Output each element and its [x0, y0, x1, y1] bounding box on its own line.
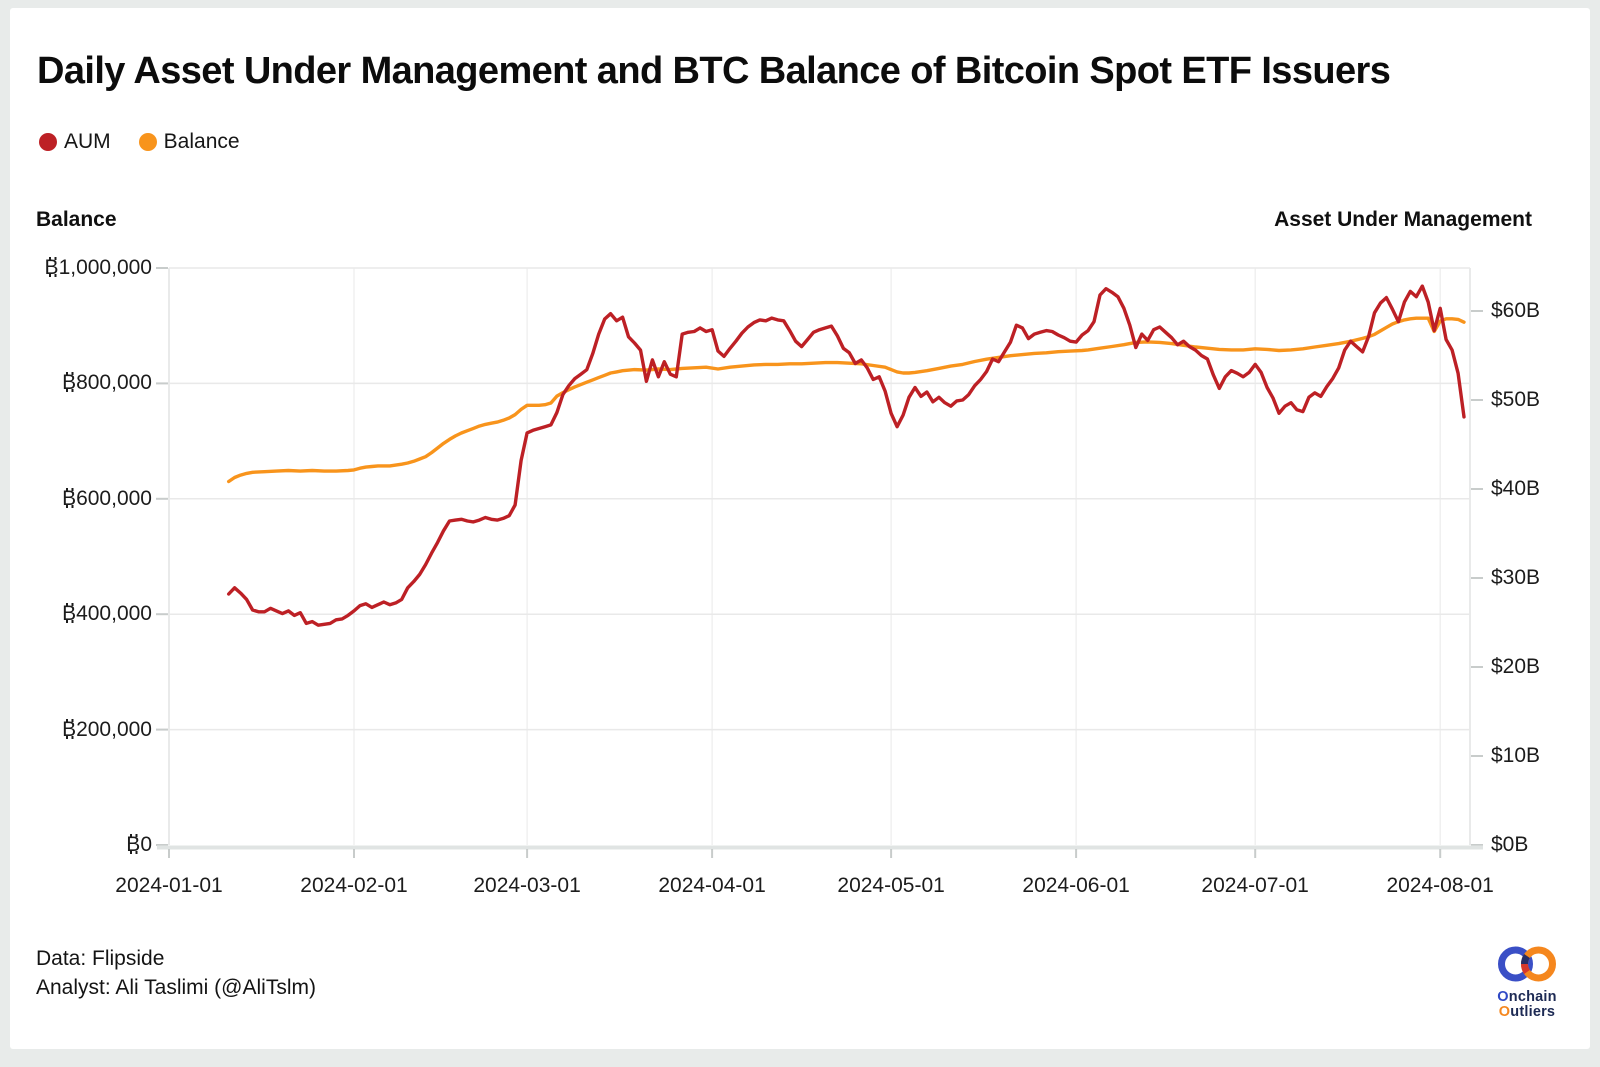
- logo-word-onchain: Onchain: [1497, 989, 1557, 1005]
- chart-title: Daily Asset Under Management and BTC Bal…: [37, 50, 1391, 92]
- onchain-outliers-logo: Onchain Outliers: [1462, 944, 1592, 1020]
- analyst-note: Analyst: Ali Taslimi (@AliTslm): [36, 976, 316, 999]
- logo-word-outliers: Outliers: [1498, 1004, 1556, 1020]
- onchain-outliers-logo-icon: [1498, 946, 1556, 982]
- chart-card: [10, 8, 1590, 1049]
- left-axis-title: Balance: [36, 208, 117, 231]
- aum-legend-label: AUM: [64, 130, 111, 153]
- data-source-note: Data: Flipside: [36, 947, 165, 970]
- legend: AUM Balance: [39, 130, 268, 154]
- footer: Data: Flipside Analyst: Ali Taslimi (@Al…: [36, 944, 316, 1002]
- aum-legend-swatch-icon: [39, 133, 57, 151]
- balance-legend-swatch-icon: [138, 133, 157, 151]
- balance-legend-label: Balance: [163, 130, 240, 153]
- right-axis-title: Asset Under Management: [1274, 208, 1532, 231]
